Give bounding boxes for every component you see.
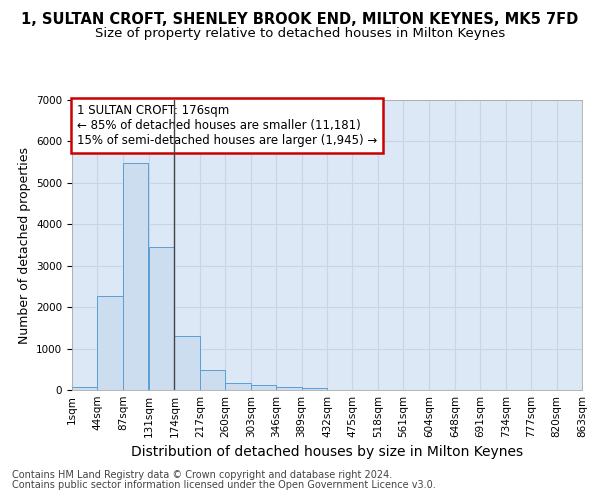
Text: Contains HM Land Registry data © Crown copyright and database right 2024.: Contains HM Land Registry data © Crown c…: [12, 470, 392, 480]
X-axis label: Distribution of detached houses by size in Milton Keynes: Distribution of detached houses by size …: [131, 446, 523, 460]
Bar: [175, 336, 200, 390]
Text: Size of property relative to detached houses in Milton Keynes: Size of property relative to detached ho…: [95, 28, 505, 40]
Bar: [251, 386, 276, 390]
Bar: [276, 387, 302, 390]
Y-axis label: Number of detached properties: Number of detached properties: [17, 146, 31, 344]
Text: Contains public sector information licensed under the Open Government Licence v3: Contains public sector information licen…: [12, 480, 436, 490]
Bar: [225, 384, 251, 390]
Bar: [149, 246, 175, 390]
Text: 1 SULTAN CROFT: 176sqm
← 85% of detached houses are smaller (11,181)
15% of semi: 1 SULTAN CROFT: 176sqm ← 85% of detached…: [77, 104, 377, 148]
Bar: [72, 386, 97, 390]
Bar: [123, 163, 148, 390]
Text: 1, SULTAN CROFT, SHENLEY BROOK END, MILTON KEYNES, MK5 7FD: 1, SULTAN CROFT, SHENLEY BROOK END, MILT…: [22, 12, 578, 28]
Bar: [302, 388, 327, 390]
Bar: [97, 296, 123, 390]
Bar: [200, 370, 225, 390]
